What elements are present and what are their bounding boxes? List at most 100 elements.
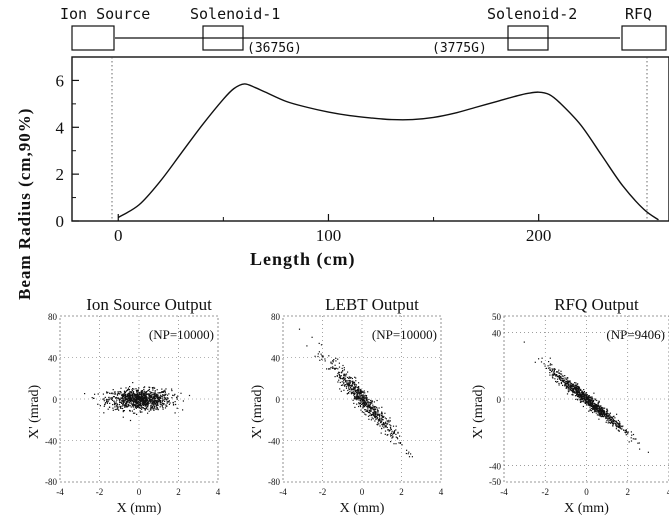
particle-point: [579, 396, 581, 398]
particle-point: [620, 428, 623, 430]
particle-point: [378, 423, 380, 425]
particle-point: [607, 418, 609, 421]
particle-point: [367, 411, 370, 414]
particle-point: [552, 371, 555, 373]
particle-point: [554, 368, 556, 370]
particle-point: [541, 357, 543, 359]
particle-point: [602, 413, 604, 415]
particle-point: [373, 414, 375, 416]
particle-point: [132, 397, 134, 399]
particle-point: [160, 392, 162, 394]
particle-point: [365, 402, 367, 404]
particle-point: [137, 390, 139, 392]
particle-point: [600, 416, 602, 418]
particle-point: [590, 399, 592, 401]
particle-point: [386, 423, 388, 425]
particle-point: [348, 388, 350, 390]
particle-point: [368, 398, 370, 401]
particle-point: [147, 401, 150, 403]
particle-point: [380, 422, 382, 424]
particle-point: [150, 405, 152, 407]
particle-point: [142, 403, 144, 405]
particle-point: [161, 405, 163, 407]
y-tick-label: -40: [268, 437, 280, 447]
particle-point: [588, 397, 590, 399]
particle-point: [605, 415, 607, 418]
particle-point: [116, 403, 118, 405]
particle-point: [590, 402, 592, 405]
particle-point: [598, 405, 600, 408]
particle-point: [156, 407, 158, 409]
particle-point: [123, 410, 125, 412]
particle-point: [130, 399, 132, 401]
particle-point: [129, 394, 131, 397]
y-tick-label: -40: [45, 437, 57, 447]
particle-point: [577, 395, 579, 397]
particle-point: [311, 336, 313, 338]
particle-point: [602, 410, 604, 412]
particle-point: [129, 410, 131, 412]
particle-point: [145, 403, 147, 405]
particle-point: [350, 377, 352, 379]
particle-point: [592, 411, 594, 414]
particle-point: [145, 408, 147, 410]
particle-point: [374, 415, 376, 417]
particle-point: [406, 449, 408, 451]
particle-point: [116, 394, 119, 396]
particle-point: [168, 401, 170, 403]
particle-point: [589, 401, 591, 403]
particle-point: [115, 397, 117, 399]
particle-point: [329, 368, 331, 370]
particle-point: [364, 409, 366, 411]
particle-point: [615, 428, 617, 430]
panel-xlabel: X (mm): [340, 501, 385, 515]
particle-point: [147, 390, 149, 392]
particle-point: [382, 424, 384, 426]
particle-point: [150, 395, 152, 397]
particle-point: [363, 405, 365, 408]
particle-point: [151, 387, 153, 389]
particle-point: [336, 375, 338, 377]
particle-point: [598, 418, 600, 420]
particle-point: [157, 395, 159, 397]
x-tick-label: -4: [500, 487, 508, 497]
solenoid-1-field: (3675G): [247, 41, 302, 56]
particle-point: [155, 396, 157, 398]
particle-point: [165, 397, 167, 399]
particle-point: [585, 404, 588, 406]
particle-point: [354, 387, 356, 389]
particle-point: [599, 415, 601, 417]
particle-point: [376, 417, 378, 419]
radius-xlabel: Length (cm): [250, 249, 355, 270]
particle-point: [578, 386, 580, 389]
particle-point: [359, 392, 361, 394]
particle-point: [146, 393, 148, 395]
particle-point: [121, 401, 123, 403]
particle-point: [150, 408, 152, 410]
particle-point: [117, 408, 119, 410]
particle-point: [589, 406, 591, 408]
particle-point: [340, 378, 342, 380]
particle-point: [388, 419, 390, 421]
particle-point: [121, 398, 123, 400]
particle-point: [601, 412, 603, 414]
particle-point: [580, 397, 582, 400]
particle-point: [133, 400, 135, 402]
particle-point: [588, 398, 591, 401]
particle-point: [360, 401, 362, 403]
particle-point: [149, 396, 151, 398]
particle-point: [131, 393, 134, 395]
particle-point: [375, 406, 377, 408]
particle-point: [584, 394, 586, 396]
y-tick-label: 80: [271, 312, 281, 322]
particle-point: [376, 408, 378, 410]
particle-point: [581, 392, 583, 394]
particle-point: [136, 413, 138, 415]
particle-point: [144, 397, 146, 399]
particle-point: [166, 394, 169, 396]
particle-point: [368, 418, 370, 420]
particle-point: [581, 390, 583, 392]
particle-point: [573, 391, 575, 394]
